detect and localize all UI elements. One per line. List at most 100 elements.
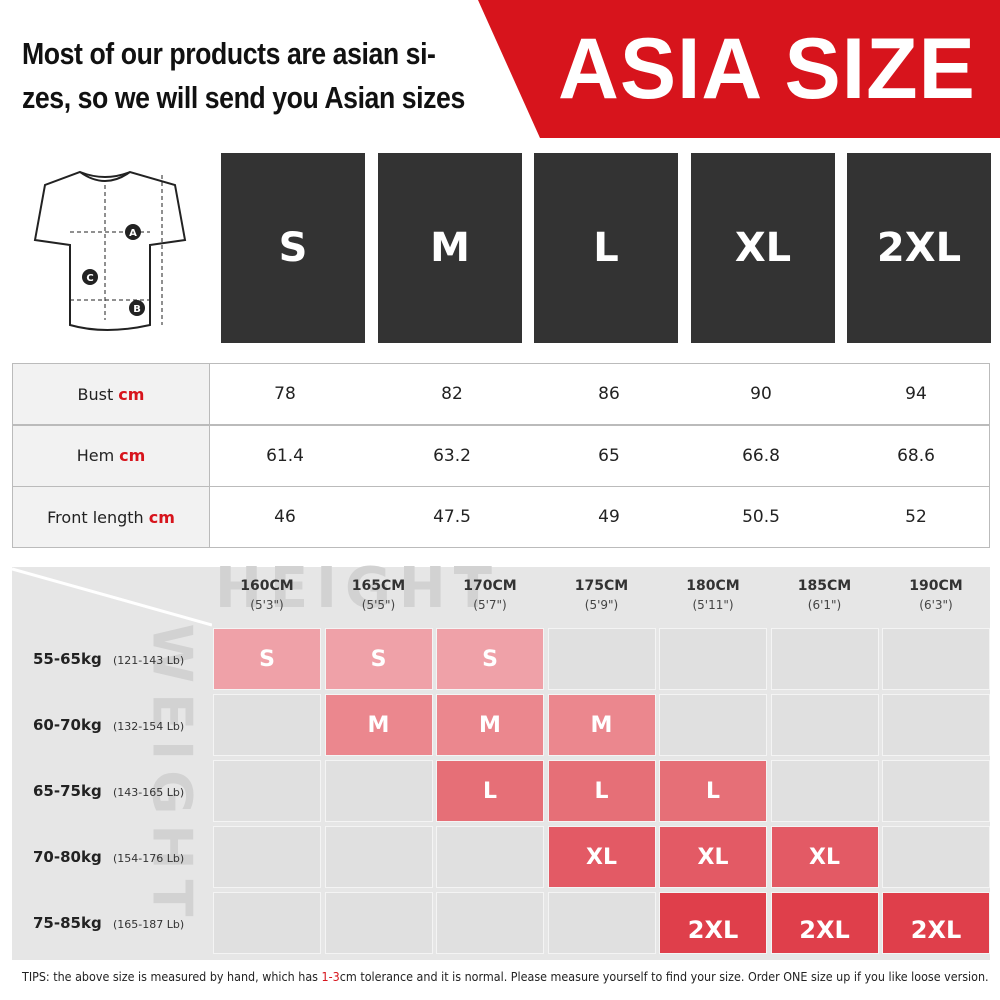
weight-lb: (121-143 Lb): [113, 654, 185, 667]
fit-cell: M: [324, 694, 433, 756]
height-cm: 180CM: [686, 578, 740, 594]
fit-cell: L: [659, 760, 767, 822]
weight-kg: 70-80kg: [33, 848, 102, 866]
height-cm: 160CM: [240, 578, 294, 594]
cell-value: 82: [441, 384, 463, 404]
height-ft: (5'7"): [473, 598, 507, 612]
height-ft: (5'9"): [584, 598, 619, 612]
tips: TIPS: the above size is measured by hand…: [22, 970, 989, 984]
fit-cell: [770, 694, 879, 756]
cell-value: 65: [598, 445, 620, 466]
fit-cell: L: [547, 760, 656, 822]
cell-value: 63.2: [433, 445, 471, 466]
height-cm: 165CM: [351, 578, 406, 594]
height-cm: 170CM: [463, 578, 517, 594]
header-text: Most of our products are asian si-: [22, 36, 436, 71]
fit-cell: [882, 760, 990, 822]
cell-value: 78: [274, 384, 296, 404]
weight-kg: 75-85kg: [33, 914, 102, 932]
fit-cell: [770, 760, 879, 822]
label-text: Bust: [77, 384, 114, 404]
cell-value: 86: [598, 384, 620, 404]
size-box: XL: [691, 153, 835, 343]
cell-value: 47.5: [433, 507, 471, 527]
fit-cell: L: [436, 760, 544, 822]
fit-cell: M: [436, 694, 544, 756]
header-text: zes, so we will send you Asian sizes: [22, 80, 465, 115]
cell-value: 52: [905, 507, 927, 527]
diagram-label: C: [86, 273, 93, 284]
weight-kg: 60-70kg: [33, 716, 102, 734]
tips-highlight: 1-3: [321, 970, 340, 984]
height-ft: (5'3"): [250, 598, 284, 612]
height-ft: (6'1"): [807, 598, 842, 612]
fit-cell: XL: [770, 826, 879, 888]
fit-cell: XL: [547, 826, 656, 888]
unit: cm: [119, 446, 146, 465]
height-cm: 190CM: [909, 578, 963, 594]
row-label: Front length cm: [12, 486, 210, 548]
fit-cell: [547, 628, 656, 690]
label-text: Front length: [47, 507, 144, 527]
cell-value: 94: [905, 384, 927, 404]
label-text: Hem: [76, 446, 115, 465]
size-box: 2XL: [847, 153, 991, 343]
fit-cell: [882, 826, 990, 888]
diagram-label: A: [129, 228, 137, 239]
fit-cell: [213, 892, 321, 954]
height-ft: (6'3"): [919, 598, 953, 612]
fit-cell: [213, 760, 321, 822]
fit-cell: [324, 826, 433, 888]
row-label: Bust cm: [12, 363, 210, 425]
fit-cell: [436, 892, 544, 954]
cell-value: 50.5: [742, 507, 780, 527]
fit-cell: [213, 694, 321, 756]
height-ft: (5'5"): [361, 598, 396, 612]
weight-kg: 55-65kg: [33, 650, 102, 668]
fit-cell: S: [213, 628, 321, 690]
cell-value: 49: [598, 507, 620, 527]
fit-cell: [324, 892, 433, 954]
fit-cell: [436, 826, 544, 888]
jersey-diagram: A B C: [33, 170, 187, 331]
fit-cell: [659, 628, 767, 690]
fit-cell: S: [324, 628, 433, 690]
height-ft: (5'11"): [692, 598, 734, 612]
cell-value: 68.6: [897, 445, 935, 466]
height-cm: 185CM: [797, 578, 852, 594]
fit-cell: 2XL: [659, 892, 767, 954]
header-bg: [478, 0, 1000, 138]
cell-value: 90: [750, 384, 772, 404]
fit-cell: M: [547, 694, 656, 756]
fit-cell: [659, 694, 767, 756]
cell-value: 46: [274, 507, 296, 527]
unit: cm: [118, 384, 145, 404]
height-cm: 175CM: [574, 578, 629, 594]
cell-value: 66.8: [742, 445, 780, 466]
fit-cell: [324, 760, 433, 822]
row-label: Hem cm: [12, 424, 210, 487]
diagram-label: B: [133, 304, 141, 315]
unit: cm: [148, 507, 175, 527]
weight-watermark: WEIGHT: [140, 623, 204, 927]
fit-cell: [547, 892, 656, 954]
fit-cell: S: [436, 628, 544, 690]
fit-cell: [770, 628, 879, 690]
tips-suffix: cm tolerance and it is normal. Please me…: [339, 970, 989, 984]
fit-cell: [213, 826, 321, 888]
size-box: S: [221, 153, 365, 343]
fit-cell: [882, 628, 990, 690]
weight-kg: 65-75kg: [33, 782, 102, 800]
fit-cell: [882, 694, 990, 756]
fit-cell: 2XL: [770, 892, 879, 954]
height-watermark: HEIGHT: [215, 556, 500, 621]
fit-cell: 2XL: [882, 892, 990, 954]
badge: ASIA SIZE: [558, 21, 976, 117]
fit-cell: XL: [659, 826, 767, 888]
tips-prefix: TIPS: the above size is measured by hand…: [22, 970, 322, 984]
weight-lb: (165-187 Lb): [113, 918, 185, 931]
divider: [12, 567, 212, 627]
size-box: L: [534, 153, 678, 343]
weight-lb: (154-176 Lb): [113, 852, 185, 865]
